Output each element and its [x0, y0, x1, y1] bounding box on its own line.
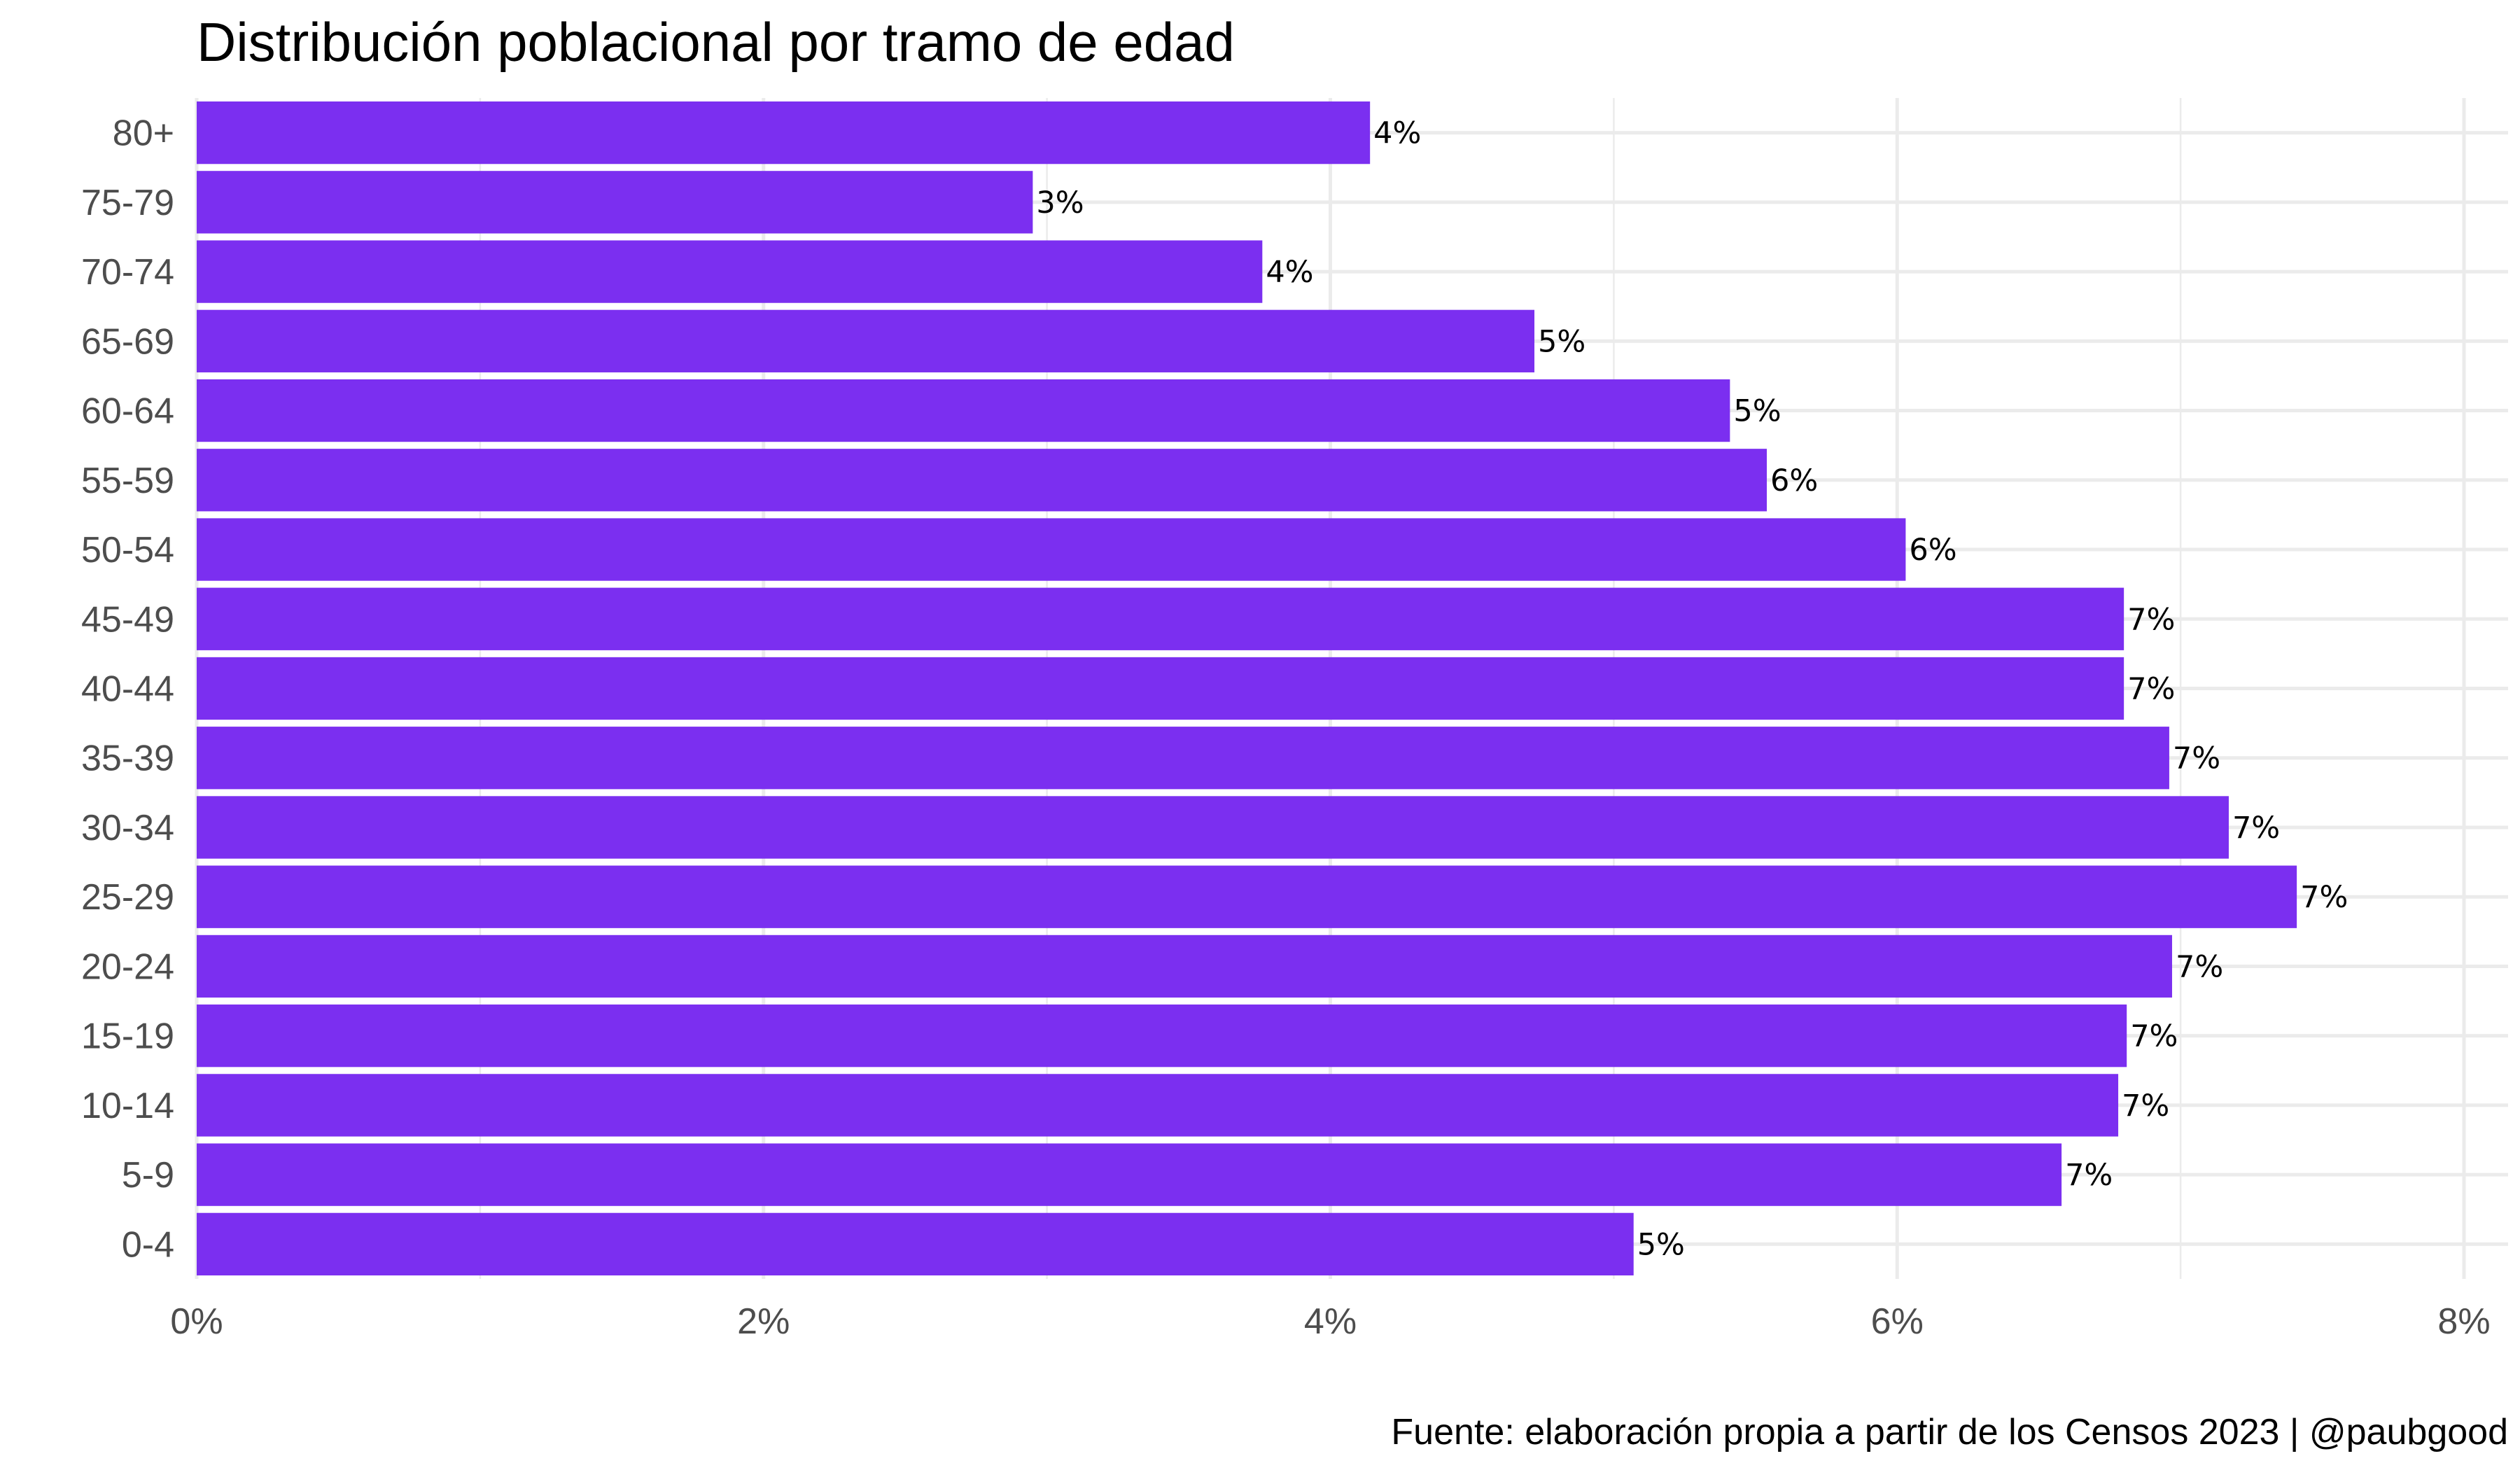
x-axis-tick-labels: 0% 2% 4% 6% 8% [170, 1301, 2490, 1342]
bar-value-label: 7% [2300, 880, 2348, 915]
y-tick-label: 35-39 [81, 738, 174, 779]
bar-15-19 [197, 1004, 2127, 1068]
y-axis-tick-labels: 0-4 5-9 10-14 15-19 20-24 25-29 30-34 35-39 40-4… [81, 113, 174, 1266]
bar-value-label: 7% [2232, 811, 2280, 846]
bar-50-54 [197, 518, 1906, 581]
x-tick-label: 4% [1304, 1301, 1357, 1342]
y-tick-label: 10-14 [81, 1086, 174, 1126]
y-tick-label: 15-19 [81, 1016, 174, 1057]
bar-value-label: 6% [1909, 533, 1956, 568]
bar-value-labels: 5% 7% 7% 7% 7% 7% 7% 7% 7% 7% 6% 6% 5% 5% 4% 3% 4% [1036, 116, 2348, 1263]
x-tick-label: 6% [1871, 1301, 1924, 1342]
y-tick-label: 60-64 [81, 391, 174, 432]
y-tick-label: 25-29 [81, 877, 174, 918]
y-tick-label: 40-44 [81, 669, 174, 710]
bars [197, 101, 2297, 1276]
bar-0-4 [197, 1212, 1634, 1276]
y-tick-label: 55-59 [81, 461, 174, 501]
bar-value-label: 7% [2176, 949, 2223, 984]
bar-value-label: 7% [2065, 1158, 2113, 1193]
x-tick-label: 8% [2437, 1301, 2490, 1342]
bar-70-74 [197, 240, 1263, 303]
chart-caption: Fuente: elaboración propia a partir de l… [1391, 1412, 2508, 1452]
bar-value-label: 7% [2130, 1019, 2178, 1054]
bar-35-39 [197, 727, 2169, 790]
y-tick-label: 20-24 [81, 946, 174, 987]
y-tick-label: 0-4 [122, 1224, 174, 1265]
bar-value-label: 5% [1733, 394, 1781, 429]
y-tick-label: 45-49 [81, 599, 174, 640]
bar-30-34 [197, 796, 2229, 859]
bar-40-44 [197, 657, 2124, 720]
bar-5-9 [197, 1143, 2062, 1206]
bar-value-label: 4% [1373, 116, 1421, 151]
y-tick-label: 5-9 [122, 1155, 174, 1196]
bar-80+ [197, 101, 1371, 164]
bar-value-label: 4% [1266, 255, 1313, 290]
bar-65-69 [197, 309, 1535, 372]
bar-45-49 [197, 587, 2124, 650]
bar-25-29 [197, 865, 2297, 928]
bar-value-label: 5% [1538, 324, 1586, 359]
bar-55-59 [197, 449, 1768, 512]
bar-value-label: 3% [1036, 186, 1084, 220]
y-tick-label: 50-54 [81, 530, 174, 570]
chart-title: Distribución poblacional por tramo de ed… [197, 11, 1235, 73]
bar-20-24 [197, 934, 2172, 998]
bar-value-label: 7% [2127, 672, 2175, 707]
x-tick-label: 0% [170, 1301, 223, 1342]
bar-value-label: 6% [1770, 463, 1818, 498]
y-tick-label: 65-69 [81, 321, 174, 362]
bar-60-64 [197, 379, 1730, 442]
bar-value-label: 7% [2173, 741, 2220, 776]
bar-value-label: 5% [1637, 1227, 1685, 1262]
y-tick-label: 75-79 [81, 183, 174, 223]
bar-75-79 [197, 171, 1033, 234]
y-tick-label: 70-74 [81, 252, 174, 293]
bar-10-14 [197, 1074, 2119, 1137]
bar-value-label: 7% [2122, 1088, 2169, 1124]
x-tick-label: 2% [737, 1301, 790, 1342]
bar-value-label: 7% [2127, 602, 2175, 637]
y-tick-label: 80+ [113, 113, 174, 154]
y-tick-label: 30-34 [81, 808, 174, 848]
